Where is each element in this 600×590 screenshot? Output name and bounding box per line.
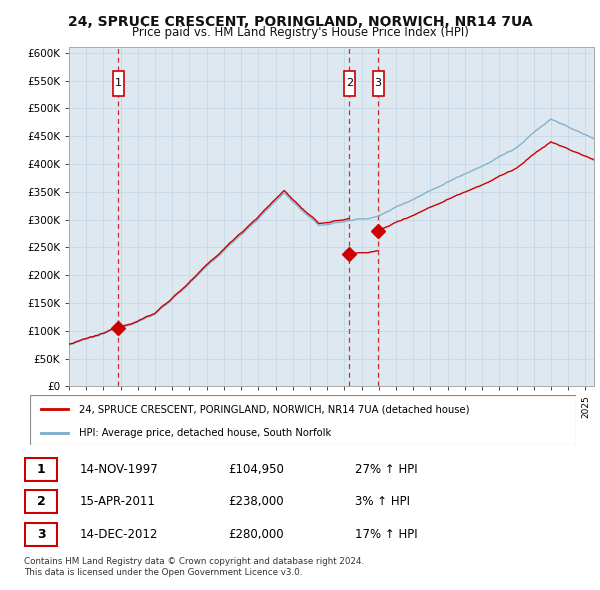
FancyBboxPatch shape xyxy=(373,71,383,96)
Text: Price paid vs. HM Land Registry's House Price Index (HPI): Price paid vs. HM Land Registry's House … xyxy=(131,26,469,39)
Text: 14-DEC-2012: 14-DEC-2012 xyxy=(79,527,158,541)
Text: Contains HM Land Registry data © Crown copyright and database right 2024.: Contains HM Land Registry data © Crown c… xyxy=(24,558,364,566)
Text: 24, SPRUCE CRESCENT, PORINGLAND, NORWICH, NR14 7UA (detached house): 24, SPRUCE CRESCENT, PORINGLAND, NORWICH… xyxy=(79,404,470,414)
Text: 17% ↑ HPI: 17% ↑ HPI xyxy=(355,527,418,541)
Text: 1: 1 xyxy=(37,463,46,476)
FancyBboxPatch shape xyxy=(344,71,355,96)
Text: £238,000: £238,000 xyxy=(228,495,284,509)
Text: 24, SPRUCE CRESCENT, PORINGLAND, NORWICH, NR14 7UA: 24, SPRUCE CRESCENT, PORINGLAND, NORWICH… xyxy=(68,15,532,29)
Text: 3: 3 xyxy=(37,527,46,541)
Text: 14-NOV-1997: 14-NOV-1997 xyxy=(79,463,158,476)
Text: This data is licensed under the Open Government Licence v3.0.: This data is licensed under the Open Gov… xyxy=(24,568,302,577)
Text: 27% ↑ HPI: 27% ↑ HPI xyxy=(355,463,418,476)
Text: 2: 2 xyxy=(37,495,46,509)
Text: 15-APR-2011: 15-APR-2011 xyxy=(79,495,155,509)
Text: 3% ↑ HPI: 3% ↑ HPI xyxy=(355,495,410,509)
Text: HPI: Average price, detached house, South Norfolk: HPI: Average price, detached house, Sout… xyxy=(79,428,331,438)
Text: £280,000: £280,000 xyxy=(228,527,284,541)
Text: 1: 1 xyxy=(115,78,122,88)
Text: 3: 3 xyxy=(374,78,382,88)
FancyBboxPatch shape xyxy=(25,458,57,481)
Text: £104,950: £104,950 xyxy=(228,463,284,476)
FancyBboxPatch shape xyxy=(25,523,57,546)
Text: 2: 2 xyxy=(346,78,353,88)
FancyBboxPatch shape xyxy=(25,490,57,513)
FancyBboxPatch shape xyxy=(113,71,124,96)
